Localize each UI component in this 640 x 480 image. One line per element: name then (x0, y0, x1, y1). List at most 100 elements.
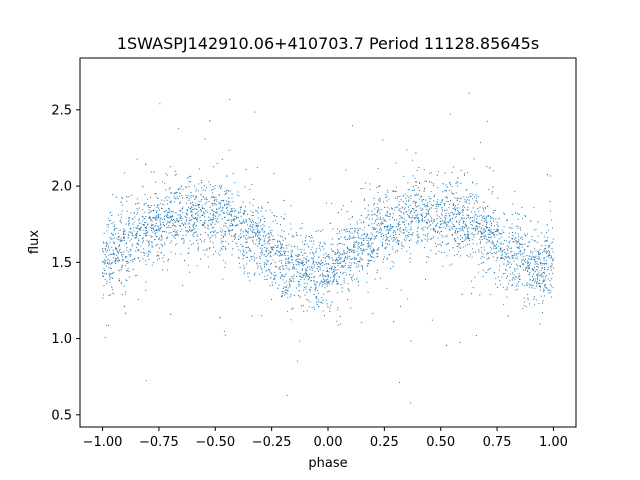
data-point (483, 220, 485, 222)
data-point (236, 217, 238, 219)
data-point (200, 200, 202, 202)
data-point (410, 253, 412, 255)
data-point (493, 272, 495, 274)
data-point (472, 287, 474, 289)
data-point (539, 285, 541, 287)
data-point (468, 231, 469, 233)
data-point (335, 253, 337, 255)
data-point (105, 245, 107, 247)
data-point (430, 238, 432, 240)
data-point (269, 284, 271, 286)
data-point (483, 228, 485, 230)
data-point (509, 262, 511, 264)
data-point (307, 266, 309, 268)
data-point (333, 263, 335, 265)
data-point (524, 249, 526, 251)
data-point (138, 240, 140, 242)
data-point (411, 221, 413, 223)
data-point (390, 224, 392, 226)
data-point (170, 217, 172, 219)
data-point (124, 172, 126, 174)
data-point (231, 223, 233, 225)
data-point (291, 250, 293, 252)
data-point (353, 261, 355, 263)
data-point (215, 204, 217, 206)
data-point (369, 260, 371, 262)
data-point (245, 168, 247, 170)
data-point (259, 232, 261, 234)
data-point (305, 268, 307, 270)
data-point (430, 204, 432, 206)
data-point (123, 285, 125, 287)
data-point (334, 267, 336, 269)
data-point (361, 265, 363, 267)
data-point (537, 276, 539, 278)
data-point (368, 240, 370, 242)
data-point (387, 215, 389, 217)
data-point (122, 197, 124, 199)
data-point (271, 212, 273, 214)
data-point (352, 237, 354, 239)
data-point (187, 177, 189, 179)
data-point (488, 239, 490, 241)
data-point (381, 222, 383, 224)
data-point (518, 213, 520, 215)
data-point (204, 254, 206, 256)
data-point (473, 227, 475, 229)
data-point (471, 239, 473, 241)
data-point (337, 250, 339, 252)
data-point (539, 279, 541, 281)
data-point (367, 210, 369, 212)
data-point (533, 270, 535, 272)
data-point (449, 220, 451, 222)
data-point (371, 256, 373, 258)
data-point (430, 224, 432, 226)
data-point (476, 201, 478, 203)
data-point (483, 236, 485, 238)
data-point (503, 212, 505, 214)
data-point (182, 206, 184, 208)
data-point (321, 285, 323, 287)
data-point (266, 261, 268, 263)
data-point (204, 189, 206, 191)
data-point (137, 212, 139, 214)
data-point (140, 245, 142, 247)
data-point (297, 263, 299, 265)
data-point (149, 235, 151, 237)
data-point (409, 204, 411, 206)
data-point (131, 245, 133, 247)
data-point (167, 222, 169, 224)
data-point (364, 226, 366, 228)
data-point (102, 272, 104, 274)
data-point (496, 230, 498, 232)
data-point (158, 230, 160, 232)
data-point (195, 231, 197, 233)
data-point (208, 266, 210, 268)
data-point (385, 229, 387, 231)
data-point (203, 221, 205, 223)
data-point (282, 247, 284, 249)
data-point (339, 238, 341, 240)
data-point (500, 258, 502, 260)
data-point (112, 288, 114, 290)
data-point (432, 183, 434, 185)
y-axis-label: flux (27, 230, 42, 254)
data-point (145, 163, 147, 165)
data-point (437, 237, 439, 239)
data-point (373, 222, 375, 224)
data-point (272, 259, 274, 261)
data-point (242, 220, 244, 222)
data-point (480, 227, 482, 229)
data-point (263, 232, 265, 234)
data-point (164, 211, 166, 213)
data-point (151, 225, 153, 227)
data-point (245, 256, 247, 258)
data-point (113, 229, 115, 231)
data-point (317, 290, 318, 291)
data-point (105, 249, 107, 251)
data-point (286, 289, 287, 291)
data-point (507, 260, 509, 262)
data-point (295, 268, 297, 270)
data-point (148, 241, 150, 243)
